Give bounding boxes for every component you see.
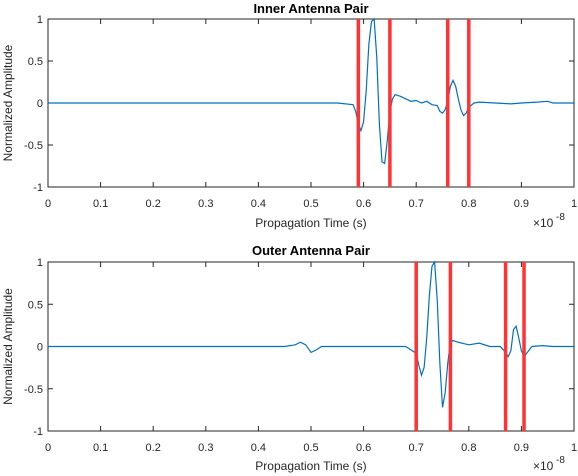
outer-antenna-panel: 0 0.1 0.2 0.3 0.4 0.5 0.6 0.7 0.8 0.9 1 1 0.5 0 -0.5 -1…	[1, 243, 577, 473]
x-tick-label: 0.2	[146, 442, 161, 454]
x-tick-label: 0.3	[198, 442, 213, 454]
x-axis-label: Propagation Time (s)	[255, 459, 366, 473]
y-axis-label: Normalized Amplitude	[1, 288, 15, 405]
x-tick-label: 0.9	[514, 442, 529, 454]
x-tick-label: 1	[571, 198, 577, 210]
x-tick-label: 0.4	[251, 442, 266, 454]
inner-antenna-panel: 0 0.1 0.2 0.3 0.4 0.5 0.6 0.7 0.8 0.9 1 1 0.5 0 -0.5 -1…	[1, 1, 577, 230]
y-tick-label: -1	[33, 426, 43, 438]
x-tick-label: 0	[45, 198, 51, 210]
x-tick-label: 0.5	[303, 198, 318, 210]
x-tick-label: 0.7	[409, 442, 424, 454]
x-tick-label: 0.6	[356, 198, 371, 210]
x-exponent-label: ×10	[533, 459, 554, 473]
y-tick-label: 0	[37, 98, 43, 110]
x-tick-label: 0.7	[409, 198, 424, 210]
y-tick-label: -0.5	[24, 140, 43, 152]
y-tick-label: -1	[33, 182, 43, 194]
y-tick-label: 1	[37, 14, 43, 26]
x-tick-label: 0.9	[514, 198, 529, 210]
y-axis-label: Normalized Amplitude	[1, 44, 15, 161]
chart-title: Inner Antenna Pair	[253, 1, 368, 16]
x-tick-label: 0.8	[461, 442, 476, 454]
x-exponent-value: -8	[556, 455, 565, 466]
x-tick-label: 0.4	[251, 198, 266, 210]
x-tick-label: 1	[571, 442, 577, 454]
x-exponent-label: ×10	[533, 216, 554, 230]
x-tick-label: 0.8	[461, 198, 476, 210]
x-tick-label: 0.3	[198, 198, 213, 210]
chart-title: Outer Antenna Pair	[252, 243, 370, 258]
y-tick-label: 0	[37, 342, 43, 354]
x-tick-label: 0.2	[146, 198, 161, 210]
y-tick-label: 0.5	[28, 299, 43, 311]
x-tick-label: 0.1	[93, 198, 108, 210]
y-tick-label: 0.5	[28, 56, 43, 68]
x-axis-label: Propagation Time (s)	[255, 216, 366, 230]
signal-line	[48, 260, 574, 408]
y-tick-label: 1	[37, 257, 43, 269]
signal-line	[48, 17, 574, 165]
x-tick-label: 0.1	[93, 442, 108, 454]
x-tick-label: 0.6	[356, 442, 371, 454]
y-tick-label: -0.5	[24, 384, 43, 396]
x-tick-label: 0	[45, 442, 51, 454]
x-tick-label: 0.5	[303, 442, 318, 454]
x-exponent-value: -8	[556, 212, 565, 223]
